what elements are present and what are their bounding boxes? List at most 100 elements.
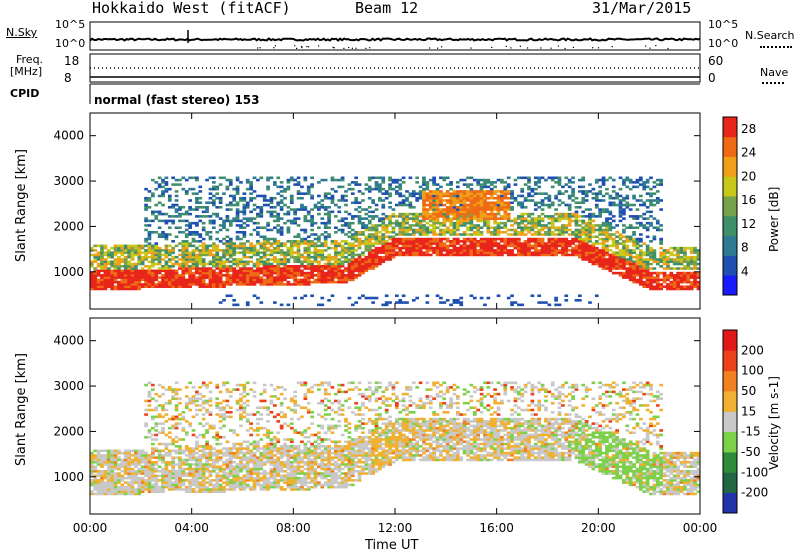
- heatmap-cell: [506, 203, 511, 207]
- heatmap-cell: [188, 260, 192, 264]
- heatmap-cell: [167, 249, 172, 252]
- heatmap-cell: [154, 392, 159, 396]
- heatmap-cell: [154, 215, 159, 218]
- heatmap-cell: [469, 294, 474, 298]
- heatmap-cell: [486, 249, 491, 252]
- heatmap-cell: [466, 244, 470, 248]
- heatmap-cell: [391, 255, 396, 259]
- heatmap-cell: [320, 269, 325, 273]
- heatmap-cell: [581, 255, 586, 259]
- heatmap-cell: [293, 296, 298, 300]
- heatmap-cell: [357, 269, 362, 273]
- heatmap-cell: [445, 192, 450, 195]
- heatmap-cell: [164, 246, 169, 250]
- heatmap-cell: [557, 192, 562, 195]
- heatmap-cell: [432, 199, 436, 202]
- heatmap-cell: [296, 251, 301, 254]
- heatmap-cell: [157, 253, 162, 257]
- heatmap-cell: [479, 230, 484, 234]
- heatmap-cell: [100, 251, 104, 254]
- heatmap-cell: [134, 276, 138, 279]
- heatmap-cell: [476, 224, 481, 227]
- heatmap-cell: [398, 212, 403, 216]
- heatmap-cell: [357, 240, 362, 243]
- heatmap-cell: [167, 271, 172, 275]
- heatmap-cell: [178, 451, 182, 455]
- heatmap-cell: [503, 217, 508, 220]
- heatmap-cell: [113, 463, 118, 466]
- heatmap-cell: [357, 237, 362, 241]
- heatmap-cell: [439, 246, 443, 250]
- heatmap-cell: [544, 244, 548, 248]
- heatmap-cell: [439, 253, 443, 257]
- heatmap-cell: [120, 465, 125, 469]
- heatmap-cell: [591, 226, 596, 229]
- heatmap-cell: [459, 194, 464, 198]
- heatmap-cell: [357, 267, 362, 270]
- heatmap-cell: [381, 219, 386, 223]
- heatmap-cell: [649, 176, 653, 180]
- heatmap-cell: [625, 226, 630, 229]
- heatmap-cell: [184, 246, 189, 250]
- heatmap-cell: [645, 253, 650, 257]
- heatmap-cell: [503, 244, 508, 248]
- heatmap-cell: [645, 274, 650, 277]
- heatmap-cell: [93, 267, 98, 270]
- heatmap-cell: [273, 219, 277, 223]
- heatmap-cell: [381, 178, 386, 182]
- heatmap-cell: [235, 246, 240, 250]
- heatmap-cell: [306, 235, 311, 239]
- heatmap-cell: [476, 192, 481, 195]
- heatmap-cell: [191, 276, 196, 279]
- heatmap-cell: [527, 199, 531, 202]
- heatmap-cell: [581, 251, 586, 254]
- heatmap-cell: [408, 242, 413, 245]
- heatmap-cell: [472, 246, 477, 250]
- heatmap-cell: [662, 267, 667, 270]
- heatmap-cell: [367, 237, 372, 241]
- heatmap-cell: [157, 267, 162, 270]
- heatmap-cell: [174, 215, 179, 218]
- heatmap-cell: [659, 224, 664, 227]
- heatmap-cell: [422, 228, 426, 232]
- heatmap-cell: [493, 206, 497, 209]
- heatmap-cell: [679, 260, 684, 264]
- heatmap-cell: [198, 274, 203, 277]
- heatmap-cell: [300, 240, 304, 243]
- heatmap-cell: [269, 249, 274, 252]
- heatmap-cell: [144, 224, 148, 227]
- heatmap-cell: [544, 203, 548, 207]
- heatmap-cell: [693, 249, 697, 252]
- heatmap-cell: [625, 251, 630, 254]
- heatmap-cell: [493, 230, 497, 234]
- heatmap-cell: [618, 219, 623, 223]
- heatmap-cell: [212, 185, 216, 189]
- heatmap-cell: [266, 224, 270, 227]
- heatmap-cell: [449, 196, 453, 200]
- heatmap-cell: [276, 201, 281, 205]
- heatmap-cell: [533, 230, 538, 234]
- heatmap-cell: [208, 271, 213, 275]
- heatmap-cell: [273, 267, 277, 270]
- heatmap-cell: [273, 196, 277, 200]
- heatmap-cell: [418, 253, 423, 257]
- heatmap-cell: [445, 201, 450, 205]
- heatmap-cell: [134, 463, 138, 466]
- heatmap-cell: [462, 233, 467, 236]
- heatmap-cell: [432, 212, 436, 216]
- heatmap-cell: [527, 228, 531, 232]
- heatmap-cell: [435, 233, 440, 236]
- heatmap-cell: [90, 276, 94, 279]
- heatmap-cell: [334, 264, 338, 268]
- heatmap-cell: [608, 267, 613, 270]
- heatmap-cell: [273, 215, 277, 218]
- heatmap-cell: [523, 219, 528, 223]
- heatmap-cell: [123, 488, 128, 491]
- heatmap-cell: [371, 244, 375, 248]
- heatmap-cell: [144, 399, 148, 403]
- heatmap-cell: [235, 224, 240, 227]
- heatmap-cell: [645, 244, 650, 248]
- heatmap-cell: [574, 217, 579, 220]
- heatmap-cell: [167, 476, 172, 480]
- heatmap-cell: [269, 253, 274, 257]
